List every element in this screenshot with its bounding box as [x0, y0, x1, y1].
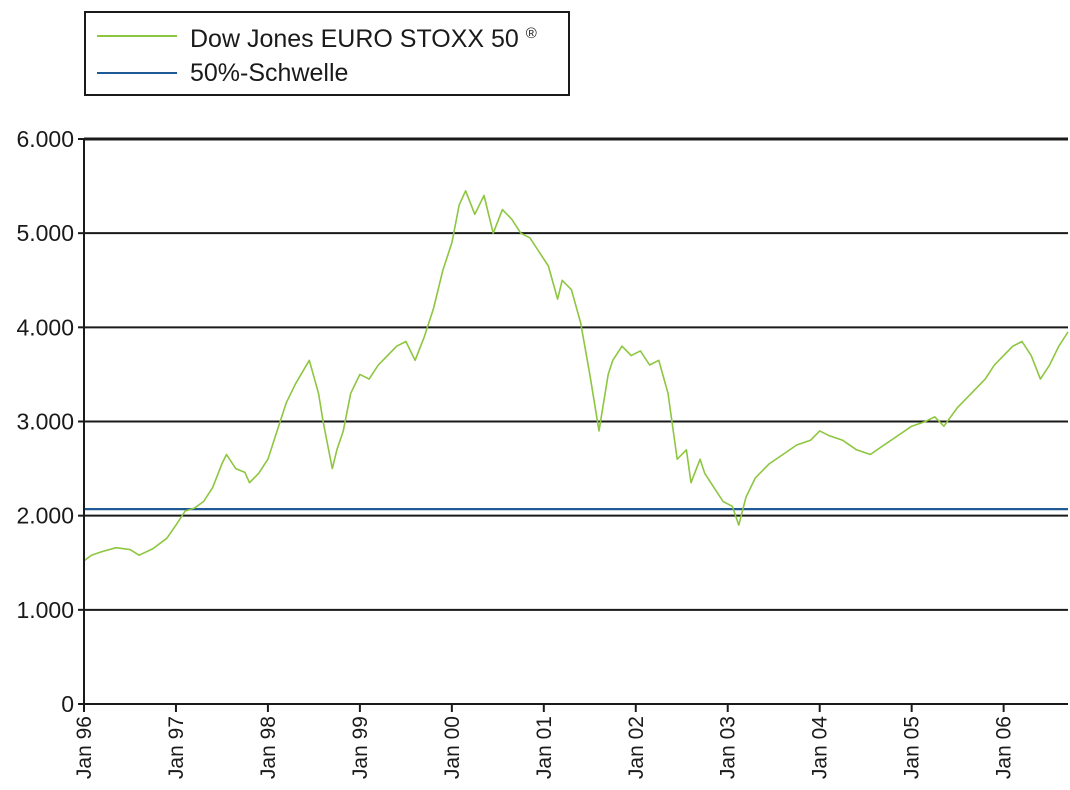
- y-tick-label: 6.000: [16, 126, 74, 152]
- y-tick-label: 5.000: [16, 220, 74, 246]
- x-tick-label: Jan 05: [901, 716, 924, 779]
- x-tick-label: Jan 00: [441, 716, 464, 779]
- x-tick-label: Jan 01: [533, 716, 556, 779]
- y-tick-label: 2.000: [16, 503, 74, 529]
- x-tick-label: Jan 97: [165, 716, 188, 779]
- y-tick-label: 4.000: [16, 314, 74, 340]
- legend-swatch-index: [97, 35, 177, 37]
- x-tick-label: Jan 03: [717, 716, 740, 779]
- legend-label-index: Dow Jones EURO STOXX 50 ®: [190, 24, 537, 53]
- y-axis-ticks: 0 1.000 2.000 3.000 4.000 5.000 6.000: [16, 126, 84, 717]
- series-line-index: [83, 190, 1069, 562]
- data-series: [83, 190, 1069, 562]
- x-tick-label: Jan 04: [809, 716, 832, 779]
- x-tick-label: Jan 02: [625, 716, 648, 779]
- legend-swatch-threshold: [97, 72, 177, 74]
- x-tick-label: Jan 06: [993, 716, 1016, 779]
- y-tick-label: 3.000: [16, 409, 74, 435]
- x-axis-ticks: Jan 96 Jan 97 Jan 98 Jan 99 Jan 00 Jan 01 Jan …: [73, 704, 1016, 779]
- x-tick-label: Jan 96: [73, 716, 96, 779]
- gridlines: [84, 137, 1068, 611]
- legend: Dow Jones EURO STOXX 50 ® 50%-Schwelle: [84, 11, 570, 96]
- legend-label-threshold: 50%-Schwelle: [190, 59, 349, 87]
- y-tick-label: 0: [61, 691, 74, 717]
- x-tick-label: Jan 99: [349, 716, 372, 779]
- y-tick-label: 1.000: [16, 597, 74, 623]
- x-tick-label: Jan 98: [257, 716, 280, 779]
